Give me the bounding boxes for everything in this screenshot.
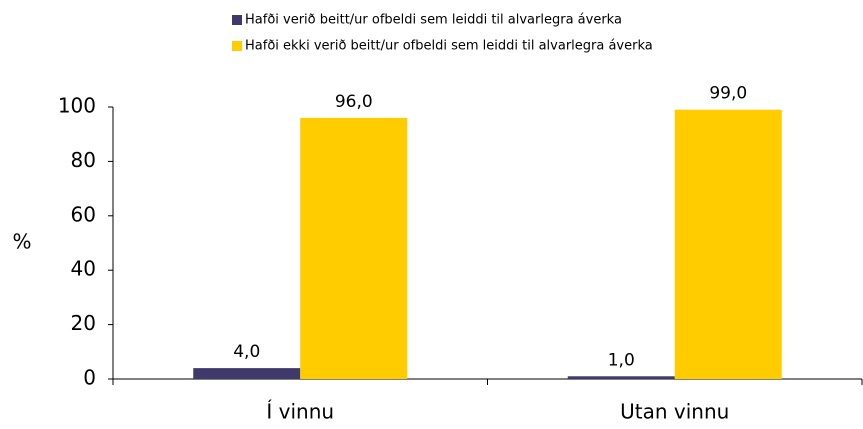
bar	[567, 376, 675, 379]
y-tick-label: 60	[71, 202, 96, 226]
legend-label: Hafði ekki verið beitt/ur ofbeldi sem le…	[245, 39, 653, 54]
x-tick-label: Utan vinnu	[620, 400, 729, 424]
y-tick-label: 80	[71, 148, 96, 172]
bar	[674, 109, 782, 379]
legend-swatch	[232, 15, 242, 25]
bar	[300, 117, 408, 379]
value-label: 1,0	[608, 350, 635, 370]
legend-label: Hafði verið beitt/ur ofbeldi sem leiddi …	[245, 13, 622, 28]
value-label: 99,0	[709, 84, 747, 104]
y-tick-label: 40	[71, 257, 96, 281]
bar	[193, 368, 301, 379]
y-tick-label: 100	[58, 94, 96, 118]
y-tick-label: 0	[83, 366, 96, 390]
y-tick-label: 20	[71, 311, 96, 335]
legend-swatch	[232, 41, 242, 51]
value-label: 96,0	[335, 92, 373, 112]
x-tick-label: Í vinnu	[266, 400, 334, 424]
y-axis-label: %	[12, 230, 31, 254]
value-label: 4,0	[233, 342, 260, 362]
